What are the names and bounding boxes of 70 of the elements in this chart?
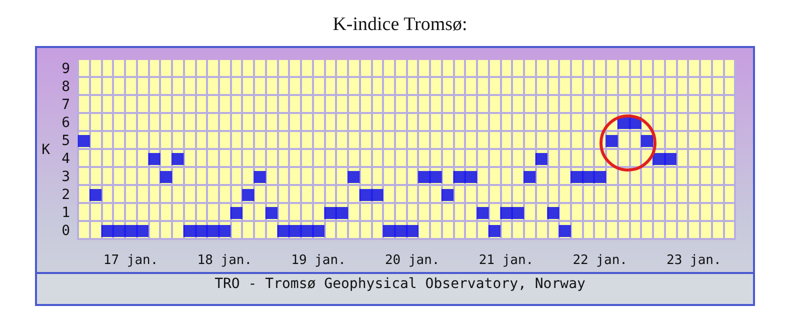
x-tick-label: 21 jan. (478, 253, 534, 268)
point (242, 189, 254, 201)
y-tick-label: 2 (62, 187, 70, 203)
point (465, 171, 478, 183)
point (547, 207, 560, 219)
point (570, 171, 583, 183)
point (277, 225, 290, 237)
point (594, 171, 606, 183)
y-tick-label: 6 (62, 115, 70, 131)
point (101, 225, 114, 237)
point (476, 207, 489, 219)
point (148, 153, 160, 165)
point (172, 153, 184, 165)
y-tick-label: 7 (62, 97, 70, 113)
point (524, 171, 536, 183)
point (136, 225, 149, 237)
point (582, 171, 594, 183)
point (336, 207, 348, 219)
point (254, 171, 266, 183)
point (430, 171, 442, 183)
point (300, 225, 313, 237)
point (652, 153, 665, 165)
point (558, 225, 571, 237)
text: TRO - Tromsø Geophysical Observatory, Norway (214, 276, 586, 292)
point (512, 207, 524, 219)
y-tick-label: 3 (62, 169, 70, 185)
point (113, 225, 126, 237)
x-tick-label: 22 jan. (572, 253, 628, 268)
point (324, 207, 336, 219)
point (418, 171, 430, 183)
point (606, 135, 618, 147)
y-tick-label: 4 (62, 151, 70, 167)
point (641, 135, 654, 147)
point (406, 225, 418, 237)
point (382, 225, 395, 237)
x-tick-label: 18 jan. (197, 253, 252, 268)
y-tick-label: 0 (62, 223, 70, 239)
point (312, 225, 325, 237)
point (453, 171, 466, 183)
point (488, 225, 500, 237)
point (618, 117, 630, 129)
x-tick-label: 23 jan. (666, 253, 722, 268)
point (442, 189, 454, 201)
point (664, 153, 676, 165)
x-tick-label: 19 jan. (291, 253, 346, 268)
point (230, 207, 242, 219)
point (394, 225, 407, 237)
point (206, 225, 219, 237)
point (90, 189, 102, 201)
point (266, 207, 278, 219)
point (371, 189, 384, 201)
point (218, 225, 231, 237)
y-tick-label: 5 (62, 133, 70, 149)
point (359, 189, 372, 201)
point (535, 153, 548, 165)
y-tick-label: 1 (62, 205, 70, 221)
y-axis-title: K (42, 142, 51, 158)
point (348, 171, 360, 183)
point (500, 207, 512, 219)
point (124, 225, 137, 237)
y-tick-label: 8 (62, 79, 70, 95)
point (78, 135, 90, 147)
point (195, 225, 208, 237)
point (289, 225, 302, 237)
x-tick-label: 17 jan. (103, 253, 158, 268)
y-tick-label: 9 (62, 61, 70, 77)
point (183, 225, 196, 237)
chart-title: K-indice Tromsø: (332, 14, 468, 35)
point (160, 171, 172, 183)
x-tick-label: 20 jan. (384, 253, 440, 268)
